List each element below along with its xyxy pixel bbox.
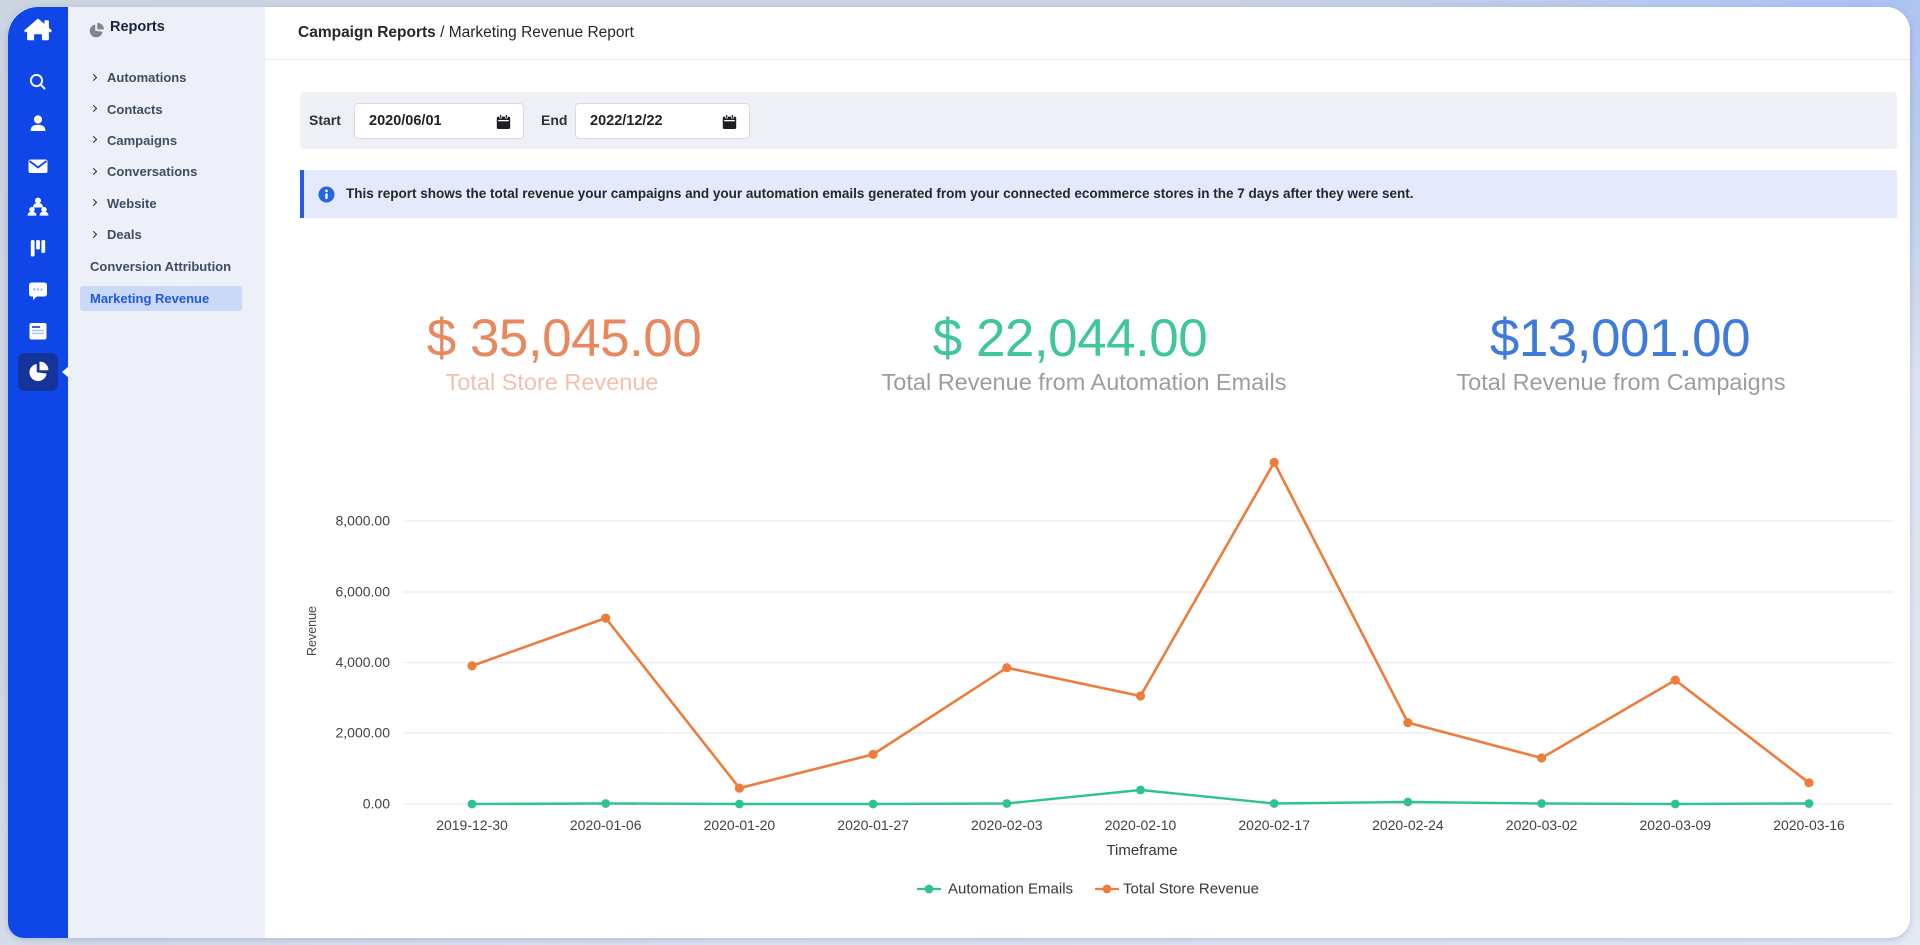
svg-text:2020-03-16: 2020-03-16 — [1773, 817, 1845, 833]
svg-text:2020-02-10: 2020-02-10 — [1105, 817, 1177, 833]
svg-text:4,000.00: 4,000.00 — [336, 654, 391, 670]
svg-text:2020-02-24: 2020-02-24 — [1372, 817, 1444, 833]
svg-text:Timeframe: Timeframe — [1106, 842, 1177, 859]
svg-text:Automation Emails: Automation Emails — [948, 881, 1073, 898]
svg-text:2020-02-17: 2020-02-17 — [1238, 817, 1310, 833]
svg-text:2,000.00: 2,000.00 — [336, 725, 391, 741]
svg-text:2020-02-03: 2020-02-03 — [971, 817, 1043, 833]
svg-text:2020-01-06: 2020-01-06 — [570, 817, 642, 833]
svg-text:2020-01-27: 2020-01-27 — [837, 817, 909, 833]
svg-text:8,000.00: 8,000.00 — [336, 513, 391, 529]
svg-text:0.00: 0.00 — [363, 796, 390, 812]
svg-text:Total Store Revenue: Total Store Revenue — [1123, 881, 1259, 898]
svg-text:2019-12-30: 2019-12-30 — [436, 817, 508, 833]
svg-text:2020-01-20: 2020-01-20 — [704, 817, 776, 833]
svg-text:Revenue: Revenue — [305, 606, 319, 656]
svg-text:6,000.00: 6,000.00 — [336, 584, 391, 600]
svg-text:2020-03-09: 2020-03-09 — [1639, 817, 1711, 833]
svg-text:2020-03-02: 2020-03-02 — [1506, 817, 1578, 833]
